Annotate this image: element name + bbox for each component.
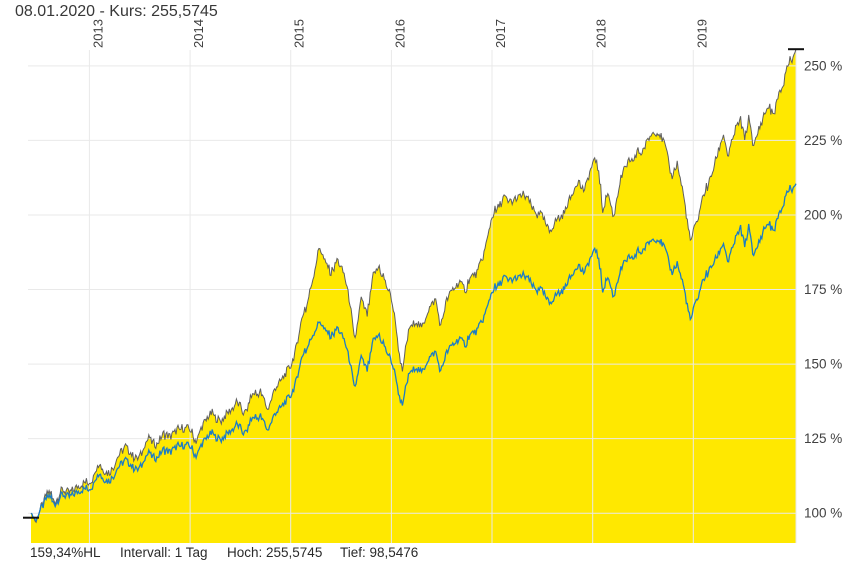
chart-footer-stats: 159,34%HL Intervall: 1 Tag Hoch: 255,574… [0,545,859,565]
y-axis-label: 150 % [804,357,842,372]
y-axis-label: 125 % [804,431,842,446]
chart-date-price-label: 08.01.2020 - Kurs: 255,5745 [15,3,218,20]
low-value-label: Tief: 98,5476 [340,545,419,560]
x-axis-year-label: 2017 [493,19,508,48]
y-axis-label: 100 % [804,506,842,521]
benchmark-line [30,183,797,522]
x-axis-year-label: 2015 [292,19,307,48]
x-axis-year-label: 2013 [90,19,105,48]
y-axis-label: 200 % [804,208,842,223]
x-axis-year-label: 2018 [594,19,609,48]
x-axis-year-label: 2014 [191,19,206,48]
interval-label: Intervall: 1 Tag [120,545,208,560]
x-axis-year-label: 2019 [694,19,709,48]
y-axis-label: 225 % [804,133,842,148]
fund-outline-line [30,49,797,524]
performance-change-label: 159,34%HL [30,545,101,560]
y-axis-label: 175 % [804,282,842,297]
fund-area-fill [31,49,796,543]
high-value-label: Hoch: 255,5745 [227,545,323,560]
x-axis-year-label: 2016 [392,19,407,48]
y-axis-label: 250 % [804,58,842,73]
